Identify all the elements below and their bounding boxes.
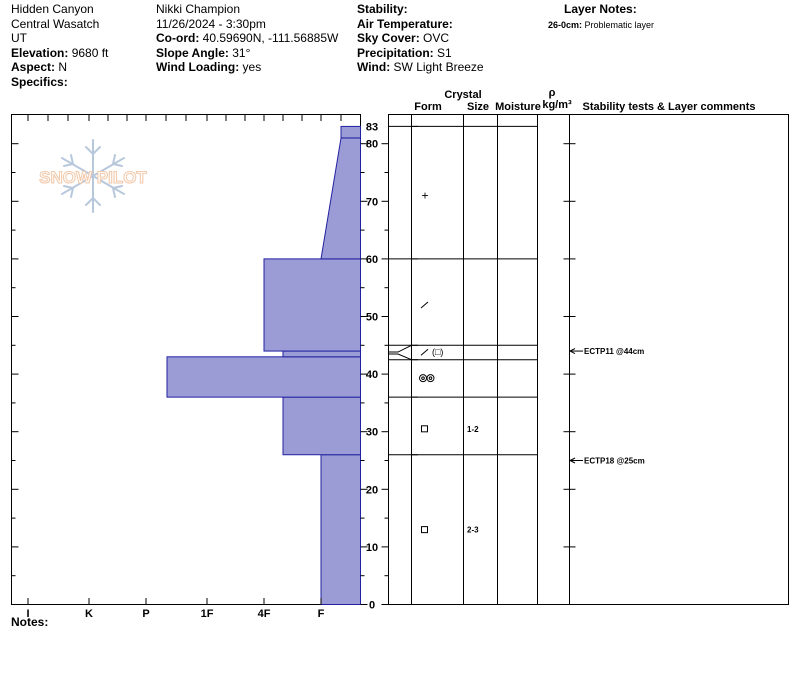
hardness-tick-label: K bbox=[85, 608, 93, 620]
col-form-header: Form bbox=[414, 101, 442, 113]
stability-field: Stability: bbox=[357, 2, 408, 16]
hardness-bar bbox=[166, 356, 361, 398]
hardness-bars bbox=[166, 125, 361, 605]
hardness-tick-label: P bbox=[142, 608, 149, 620]
hardness-bar bbox=[340, 125, 361, 139]
density-ticks bbox=[563, 143, 576, 605]
stability-test-label: ECTP11 @44cm bbox=[584, 347, 644, 356]
crystal-form-secondary: (□) bbox=[432, 347, 443, 357]
crystal-form-square bbox=[421, 526, 428, 534]
notes-label: Notes: bbox=[11, 615, 49, 629]
wind-field: Wind: SW Light Breeze bbox=[357, 60, 484, 74]
col-density-unit-header: kg/m³ bbox=[542, 99, 572, 111]
crystal-form-plus: + bbox=[421, 189, 428, 203]
hardness-tick-label: 1F bbox=[201, 608, 214, 620]
observer-name: Nikki Champion bbox=[156, 2, 241, 16]
slope-field: Slope Angle: 31° bbox=[156, 45, 251, 60]
snowpilot-logo: SNOW PILOT bbox=[39, 139, 148, 213]
observation-datetime: 11/26/2024 - 3:30pm bbox=[156, 16, 266, 31]
crystal-size: 2-3 bbox=[467, 526, 479, 535]
hardness-bar bbox=[320, 454, 361, 605]
depth-top-label: 83 bbox=[366, 121, 378, 133]
precipitation-field: Precipitation: S1 bbox=[357, 45, 452, 60]
hardness-tick-label: F bbox=[318, 608, 325, 620]
hardness-bar bbox=[320, 137, 361, 260]
depth-label: 20 bbox=[366, 484, 378, 496]
hardness-tick-label: 4F bbox=[258, 608, 271, 620]
stability-test-label: ECTP18 @25cm bbox=[584, 457, 645, 466]
depth-ticks-left bbox=[11, 143, 389, 605]
stability-arrow-head bbox=[568, 348, 576, 355]
col-rho-header: ρ bbox=[549, 87, 556, 99]
col-crystal-header: Crystal bbox=[444, 89, 481, 101]
location-line: UT bbox=[11, 31, 27, 45]
crystal-form-circle-inner bbox=[421, 376, 425, 380]
header-location: Hidden Canyon Central Wasatch UT Elevati… bbox=[11, 2, 108, 89]
crystal-form-slash bbox=[420, 301, 429, 309]
snowflake-icon bbox=[61, 139, 125, 213]
crystal-form-square bbox=[421, 425, 428, 433]
hardness-bar bbox=[263, 258, 361, 352]
header-weather: Stability: Air Temperature: Sky Cover: O… bbox=[357, 2, 484, 75]
location-line: Central Wasatch bbox=[11, 16, 100, 31]
layer-notes-title: Layer Notes: bbox=[564, 2, 637, 16]
aspect-field: Aspect: N bbox=[11, 60, 68, 74]
air-temp-field: Air Temperature: bbox=[357, 16, 453, 31]
depth-label: 70 bbox=[366, 196, 378, 208]
elevation-field: Elevation: 9680 ft bbox=[11, 45, 109, 60]
location-line: Hidden Canyon bbox=[11, 2, 94, 16]
crystal-form-circle bbox=[419, 374, 427, 383]
crystal-form-circle bbox=[426, 374, 435, 383]
hardness-tick-label: I bbox=[26, 608, 29, 620]
header-layer-notes: Layer Notes: bbox=[564, 2, 637, 17]
layer-note: 26-0cm: Problematic layer bbox=[548, 20, 655, 30]
depth-label: 30 bbox=[366, 427, 378, 439]
header-observation: Nikki Champion 11/26/2024 - 3:30pm Co-or… bbox=[156, 2, 338, 75]
crystal-size: 1-2 bbox=[467, 425, 479, 434]
hardness-chart: I K P 1F 4F F bbox=[11, 114, 389, 620]
specifics-field: Specifics: bbox=[11, 74, 68, 89]
depth-label: 50 bbox=[366, 312, 378, 324]
crystal-table: + (□) 1-2 2-3 ECTP11 @44cm ECTP18 @25cm Crys… bbox=[388, 87, 789, 605]
col-comments-header: Stability tests & Layer comments bbox=[582, 101, 755, 113]
depth-label: 10 bbox=[366, 542, 378, 554]
crystal-forms: + (□) 1-2 2-3 bbox=[419, 189, 479, 535]
depth-axis: 0 10 20 30 40 50 60 70 80 83 bbox=[366, 121, 378, 611]
crystal-form-circle-inner bbox=[428, 376, 433, 380]
wind-loading-field: Wind Loading: yes bbox=[156, 60, 262, 74]
hardness-bar bbox=[282, 350, 361, 358]
layer-connector bbox=[388, 344, 412, 353]
logo-text: SNOW PILOT bbox=[39, 168, 147, 187]
hardness-bar bbox=[282, 396, 361, 456]
depth-label: 80 bbox=[366, 139, 378, 151]
hardness-axis: I K P 1F 4F F bbox=[26, 114, 342, 620]
depth-label: 0 bbox=[369, 600, 375, 612]
crystal-form-slash bbox=[420, 348, 429, 356]
stability-arrow-head bbox=[568, 457, 576, 464]
layer-connector bbox=[388, 353, 412, 361]
col-moisture-header: Moisture bbox=[495, 101, 541, 113]
layer-boundaries bbox=[388, 125, 538, 456]
col-size-header: Size bbox=[467, 101, 489, 113]
coord-field: Co-ord: 40.59690N, -111.56885W bbox=[156, 31, 339, 45]
depth-label: 40 bbox=[366, 369, 378, 381]
stability-tests: ECTP11 @44cm ECTP18 @25cm bbox=[568, 347, 645, 466]
depth-label: 60 bbox=[366, 254, 378, 266]
sky-cover-field: Sky Cover: OVC bbox=[357, 31, 450, 45]
